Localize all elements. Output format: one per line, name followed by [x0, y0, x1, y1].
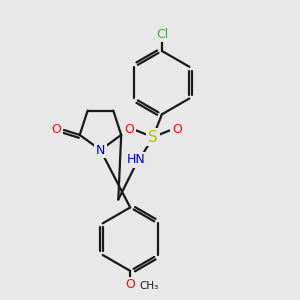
Text: CH₃: CH₃: [139, 281, 158, 291]
Text: N: N: [96, 143, 105, 157]
Text: S: S: [148, 130, 158, 145]
Text: O: O: [125, 278, 135, 291]
Text: O: O: [124, 123, 134, 136]
Text: HN: HN: [127, 153, 146, 167]
Text: O: O: [172, 123, 182, 136]
Text: O: O: [51, 124, 61, 136]
Text: Cl: Cl: [156, 28, 168, 40]
